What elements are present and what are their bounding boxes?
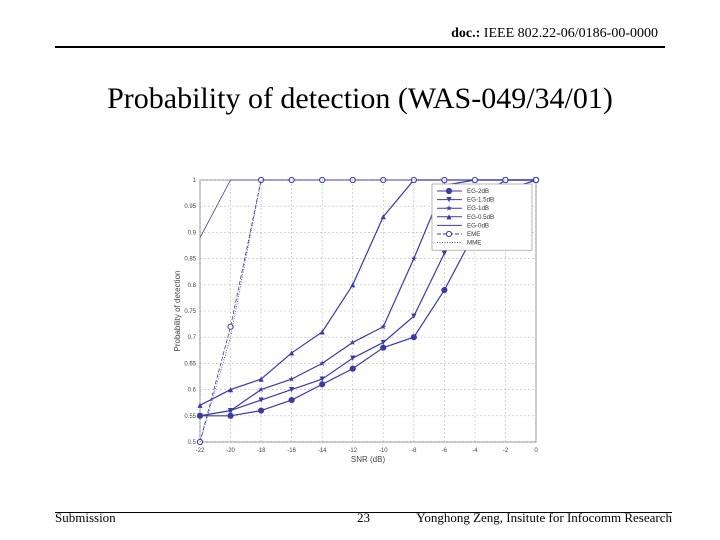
- y-tick-label: 0.55: [184, 414, 196, 420]
- legend-label: EG-2dB: [467, 188, 489, 195]
- data-point-eme: [502, 176, 509, 184]
- x-tick-label: 0: [534, 448, 538, 454]
- x-tick-label: -22: [196, 448, 205, 454]
- y-tick-label: 0.75: [184, 309, 196, 315]
- footer-rule: [55, 512, 672, 513]
- legend-label: EG-0dB: [467, 222, 489, 229]
- data-point-eg-1db: [196, 412, 204, 419]
- legend-label: EG-1.5dB: [467, 197, 494, 204]
- x-tick-label: -2: [503, 448, 509, 454]
- data-point-eg-0-5db: [197, 402, 203, 408]
- y-tick-label: 0.8: [188, 283, 197, 289]
- data-point-eg-2db: [349, 365, 356, 372]
- footer-submission: Submission: [55, 510, 116, 525]
- data-point-eg-1db: [349, 339, 356, 346]
- data-point-eg-0-5db: [289, 350, 295, 356]
- legend-label: EME: [467, 231, 480, 238]
- y-tick-label: 0.95: [184, 204, 196, 210]
- data-point-eg-2db: [319, 381, 326, 388]
- data-point-eg-2db: [441, 286, 448, 294]
- footer-page-number: 23: [357, 510, 370, 525]
- y-tick-label: 0.5: [188, 440, 197, 446]
- y-tick-label: 0.65: [184, 361, 196, 367]
- legend-marker-eme: [445, 230, 453, 238]
- data-point-eme: [227, 323, 234, 330]
- x-tick-label: -10: [379, 448, 388, 454]
- data-point-eg-2db: [410, 334, 417, 341]
- data-point-eg-0-5db: [227, 387, 234, 393]
- data-point-eg-1-5db: [411, 313, 417, 319]
- y-axis-label: Probability of detection: [173, 271, 182, 352]
- data-point-eg-1-5db: [350, 355, 356, 361]
- data-point-eme: [380, 176, 387, 184]
- x-axis-label: SNR (dB): [351, 455, 386, 464]
- data-point-eg-1db: [258, 386, 265, 393]
- data-point-eg-2db: [257, 407, 265, 414]
- x-tick-label: -14: [318, 448, 327, 454]
- data-point-eme: [257, 176, 265, 184]
- data-point-eg-1db: [410, 255, 417, 262]
- data-point-eme: [288, 176, 295, 184]
- data-point-eg-1db: [319, 360, 326, 366]
- y-tick-label: 0.6: [188, 388, 197, 394]
- data-point-eg-0-5db: [319, 329, 325, 335]
- doc-header: doc.: IEEE 802.22-06/0186-00-0000: [451, 26, 658, 42]
- x-tick-label: -8: [411, 448, 417, 454]
- data-point-eg-0-5db: [258, 376, 264, 382]
- data-point-eg-1db: [380, 323, 387, 330]
- detection-chart: 0.5 0.55 0.6 0.65 0.7 0.75 0.8 0.85 0.9 0.95 1 -22 -…: [160, 165, 560, 470]
- x-tick-label: -12: [348, 448, 357, 454]
- legend-marker-eg-1db: [445, 205, 453, 211]
- x-tick-label: -4: [472, 448, 478, 454]
- y-tick-label: 0.85: [184, 257, 196, 263]
- x-tick-label: -16: [287, 448, 296, 454]
- legend-label: EG-0.5dB: [467, 214, 494, 221]
- doc-label: doc.:: [451, 26, 481, 41]
- footer-author: Yonghong Zeng, Insitute for Infocomm Res…: [416, 510, 672, 525]
- doc-number: IEEE 802.22-06/0186-00-0000: [483, 26, 658, 41]
- x-tick-label: -18: [257, 448, 266, 454]
- y-tick-label: 1: [193, 178, 197, 184]
- legend-label: MME: [467, 240, 481, 247]
- x-tick-label: -6: [442, 448, 448, 454]
- legend-marker-eg-2db: [445, 187, 453, 195]
- legend-marker-eg-1-5db: [446, 197, 452, 203]
- data-point-eg-1-5db: [441, 250, 447, 256]
- data-point-eg-2db: [288, 396, 295, 404]
- data-point-eme: [532, 176, 540, 184]
- data-point-eg-2db: [380, 344, 387, 351]
- data-point-eg-1-5db: [289, 387, 295, 393]
- data-point-eg-0-5db: [380, 214, 386, 220]
- detection-chart-svg: 0.5 0.55 0.6 0.65 0.7 0.75 0.8 0.85 0.9 0.95 1 -22 -…: [173, 176, 540, 464]
- legend-label: EG-1dB: [467, 205, 489, 212]
- slide-title: Probability of detection (WAS-049/34/01): [107, 82, 613, 115]
- data-point-eg-2db: [227, 412, 234, 419]
- y-tick-label: 0.9: [188, 230, 197, 236]
- data-point-eg-1db: [227, 407, 234, 414]
- data-point-eg-1db: [288, 375, 295, 382]
- x-tick-label: -20: [226, 448, 235, 454]
- y-tick-label: 0.7: [188, 335, 197, 341]
- data-point-eg-1-5db: [380, 339, 386, 346]
- header-rule: [55, 46, 665, 48]
- series-line-mme: [199, 179, 536, 443]
- data-point-eme: [410, 176, 417, 184]
- data-point-eg-0-5db: [350, 282, 356, 288]
- data-point-eg-1-5db: [319, 376, 325, 382]
- data-point-eg-1-5db: [258, 397, 264, 403]
- legend-marker-eg-0-5db: [446, 214, 452, 220]
